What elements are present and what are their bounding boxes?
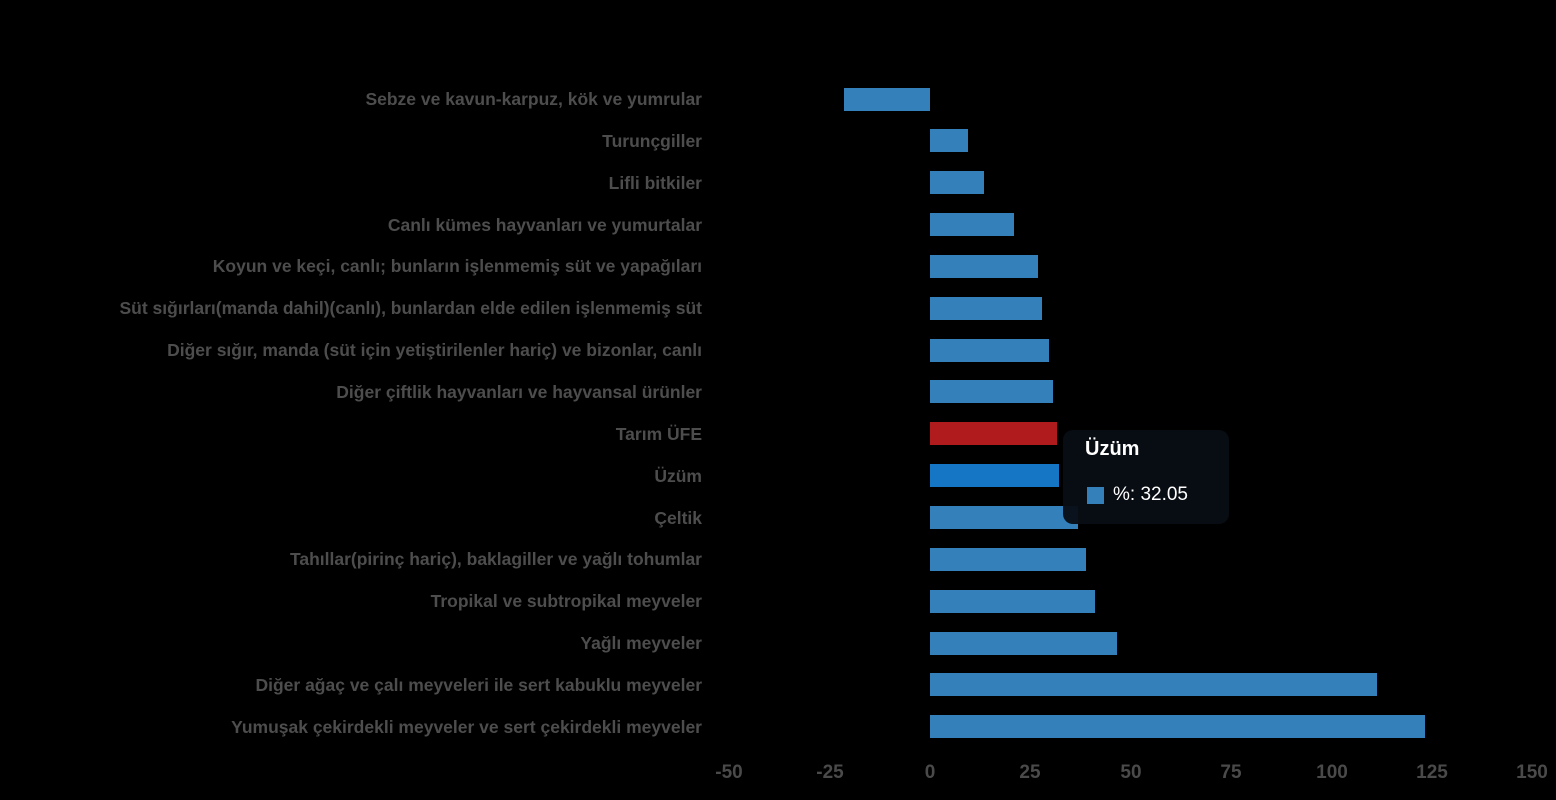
x-axis-tick-label: 75 — [1220, 762, 1242, 783]
category-label: Yağlı meyveler — [580, 633, 702, 653]
tooltip-value: %: 32.05 — [1113, 484, 1188, 505]
chart-bar[interactable] — [930, 339, 1049, 362]
chart-bar[interactable] — [930, 380, 1053, 403]
category-label: Çeltik — [654, 508, 702, 528]
category-label: Tarım ÜFE — [615, 424, 702, 444]
category-label: Lifli bitkiler — [608, 173, 702, 193]
chart-bar[interactable] — [930, 632, 1117, 655]
category-label: Sebze ve kavun-karpuz, kök ve yumrular — [365, 89, 702, 109]
category-label: Diğer sığır, manda (süt için yetiştirile… — [167, 340, 702, 360]
x-axis-tick-label: -25 — [816, 762, 844, 783]
chart-bar[interactable] — [930, 255, 1038, 278]
chart-bar[interactable] — [844, 88, 930, 111]
category-label: Koyun ve keçi, canlı; bunların işlenmemi… — [212, 256, 702, 276]
x-axis-tick-label: 150 — [1516, 762, 1548, 783]
chart-bar[interactable] — [930, 129, 968, 152]
x-axis-tick-label: -50 — [715, 762, 743, 783]
x-axis-tick-label: 0 — [924, 762, 936, 783]
category-label: Tahıllar(pirinç hariç), baklagiller ve y… — [289, 549, 702, 569]
category-label: Yumuşak çekirdekli meyveler ve sert çeki… — [231, 717, 702, 737]
category-label: Turunçgiller — [602, 131, 702, 151]
category-label: Diğer çiftlik hayvanları ve hayvansal ür… — [336, 382, 702, 402]
chart-bar[interactable] — [930, 171, 984, 194]
chart-bar[interactable] — [930, 297, 1042, 320]
tooltip-title: Üzüm — [1085, 438, 1140, 460]
category-label: Diğer ağaç ve çalı meyveleri ile sert ka… — [255, 675, 702, 695]
x-axis-tick-label: 100 — [1316, 762, 1348, 783]
category-label: Canlı kümes hayvanları ve yumurtalar — [387, 215, 702, 235]
tooltip-series-swatch-icon — [1087, 486, 1104, 504]
tooltip-value-row: %: 32.05 — [1087, 484, 1188, 506]
category-label: Süt sığırları(manda dahil)(canlı), bunla… — [119, 298, 703, 318]
chart-bar[interactable] — [930, 506, 1078, 529]
x-axis-tick-label: 125 — [1416, 762, 1448, 783]
chart-bar[interactable] — [930, 590, 1095, 613]
chart-bar[interactable] — [930, 673, 1377, 696]
category-label: Üzüm — [654, 466, 702, 486]
chart-bar[interactable] — [930, 464, 1059, 487]
chart-bar[interactable] — [930, 548, 1086, 571]
chart-bar[interactable] — [930, 715, 1425, 738]
x-axis-tick-label: 25 — [1019, 762, 1041, 783]
tooltip: Üzüm %: 32.05 — [1063, 430, 1229, 524]
chart-bar[interactable] — [930, 422, 1057, 445]
x-axis-tick-label: 50 — [1120, 762, 1142, 783]
chart-bar[interactable] — [930, 213, 1014, 236]
category-label: Tropikal ve subtropikal meyveler — [430, 591, 702, 611]
